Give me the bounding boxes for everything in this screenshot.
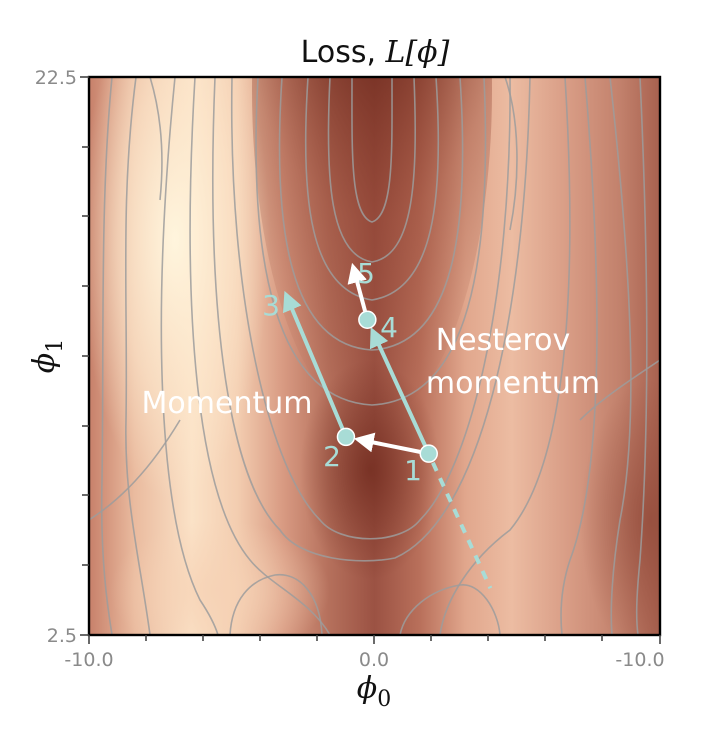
contour-line [255, 77, 487, 406]
y-axis-subscript: 1 [43, 339, 68, 353]
contour-line [278, 77, 464, 351]
loss-light-region-left [89, 77, 270, 500]
x-axis-label: ϕ0 [357, 671, 391, 712]
x-tick-label-left: -10.0 [64, 649, 113, 671]
contour-line [89, 419, 181, 521]
point-5-label: 5 [357, 257, 375, 290]
contour-line [327, 77, 416, 263]
contour-line [439, 77, 571, 635]
point-4-marker [358, 310, 377, 329]
contour-line [160, 77, 219, 635]
contour-line [230, 77, 511, 540]
contour-line [609, 77, 632, 635]
point-2-label: 2 [323, 440, 341, 473]
point-1-marker [419, 444, 438, 463]
contour-line [304, 77, 440, 301]
contour-line [635, 77, 648, 635]
contour-line [579, 359, 660, 421]
nesterov-annotation-line2: momentum [426, 366, 600, 401]
title-prefix: Loss, [301, 35, 386, 70]
nesterov-step-arrow [369, 327, 427, 447]
momentum-step-arrow [282, 290, 345, 430]
contour-line [100, 77, 113, 635]
contour-line [560, 77, 598, 635]
momentum-annotation: Momentum [142, 386, 313, 421]
contour-line [504, 77, 518, 231]
incoming-momentum-dashed-line [431, 461, 493, 590]
y-axis-label: ϕ1 [27, 339, 68, 373]
y-tick-label-bottom: 2.5 [47, 625, 77, 647]
x-tick-label-center: 0.0 [359, 649, 389, 671]
x-tick-label-right: -10.0 [615, 649, 664, 671]
title-math: L[ϕ] [385, 35, 450, 70]
loss-dark-region-right [580, 380, 660, 635]
y-tick-label-top: 22.5 [35, 67, 77, 89]
point-4-label: 4 [380, 311, 398, 344]
point-1-label: 1 [404, 454, 422, 487]
chart-title: Loss, L[ϕ] [301, 35, 450, 70]
contour-line [399, 584, 501, 635]
contour-line [229, 574, 323, 635]
trajectories [282, 262, 493, 590]
loss-light-region-bottom [110, 520, 330, 635]
gradient-step-arrow-1 [353, 432, 421, 454]
contour-line [212, 77, 531, 562]
loss-surface [89, 77, 660, 635]
loss-dark-valley-top [252, 77, 492, 420]
contour-line [149, 77, 163, 201]
point-3-label: 3 [262, 289, 280, 322]
contour-line [124, 77, 151, 635]
contour-lines [89, 77, 660, 635]
gradient-step-arrow-2 [347, 262, 367, 312]
point-2-marker [336, 427, 356, 447]
contour-line [189, 77, 331, 635]
axis-ticks [80, 76, 661, 644]
x-axis-subscript: 0 [377, 687, 391, 712]
contour-line [351, 77, 393, 223]
nesterov-annotation-line1: Nesterov [436, 323, 571, 358]
x-axis-symbol: ϕ [357, 671, 377, 706]
y-axis-symbol: ϕ [27, 353, 62, 373]
